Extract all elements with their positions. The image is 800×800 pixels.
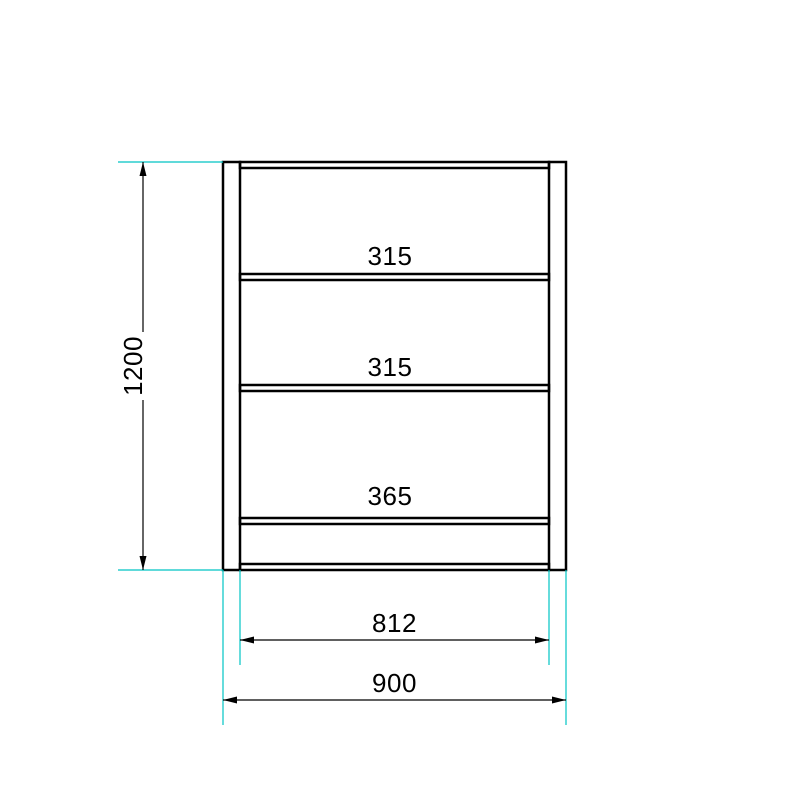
left-post (223, 162, 240, 570)
shelf-0 (240, 162, 549, 168)
arrowhead (240, 637, 254, 644)
dim-width-inner: 812 (372, 608, 417, 638)
dimensions (118, 162, 566, 725)
dim-width-outer: 900 (372, 668, 417, 698)
arrowhead (140, 556, 147, 570)
dim-section-1: 315 (368, 241, 413, 271)
shelf-3 (240, 518, 549, 524)
technical-drawing: 1200 315 315 365 812 900 (0, 0, 800, 800)
shelf-2 (240, 385, 549, 391)
arrowhead (140, 162, 147, 176)
dim-section-3: 365 (368, 481, 413, 511)
arrowhead (535, 637, 549, 644)
dim-section-2: 315 (368, 352, 413, 382)
right-post (549, 162, 566, 570)
shelf-4 (240, 564, 549, 570)
arrowhead (223, 697, 237, 704)
dim-height-total: 1200 (118, 336, 148, 396)
shelf-1 (240, 274, 549, 280)
arrowhead (552, 697, 566, 704)
